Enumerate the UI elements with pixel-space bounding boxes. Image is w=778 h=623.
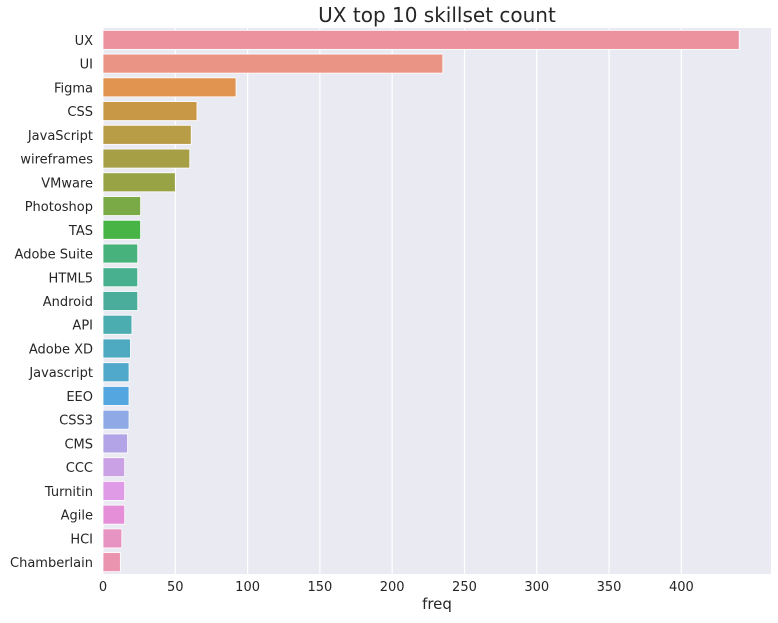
bars xyxy=(102,29,740,573)
chart-title: UX top 10 skillset count xyxy=(318,3,556,27)
bar-hci xyxy=(102,528,123,549)
bar-javascript xyxy=(102,124,192,145)
bar-eeo xyxy=(102,386,130,406)
y-tick-label: Agile xyxy=(61,509,93,524)
bar-adobe-xd xyxy=(102,338,131,359)
bar-ccc xyxy=(102,457,126,478)
y-tick-label: Figma xyxy=(54,81,93,96)
bar-css xyxy=(102,101,198,121)
x-tick-label: 300 xyxy=(524,580,549,595)
bar-ui xyxy=(102,53,444,74)
bar-adobe-suite xyxy=(102,243,139,264)
y-tick-label: EEO xyxy=(66,390,93,405)
bar-css3 xyxy=(102,409,130,430)
x-tick-label: 250 xyxy=(452,580,477,595)
bar-ux xyxy=(102,29,740,50)
bar-android xyxy=(102,291,139,311)
plot-background xyxy=(103,28,771,574)
y-tick-label: UI xyxy=(80,58,93,73)
y-tick-labels: UX UI Figma CSS JavaScript wireframes VMware Ph… xyxy=(10,34,93,571)
y-tick-label: HTML5 xyxy=(49,271,93,286)
x-tick-labels: 0 50 100 150 200 250 300 350 400 xyxy=(99,580,694,595)
y-tick-label: CSS3 xyxy=(59,414,93,429)
x-tick-label: 0 xyxy=(99,580,107,595)
y-tick-label: wireframes xyxy=(20,153,93,168)
x-tick-label: 350 xyxy=(597,580,622,595)
y-tick-label: CCC xyxy=(66,461,93,476)
y-tick-label: Adobe XD xyxy=(29,342,93,357)
bar-wireframes xyxy=(102,148,191,169)
bar-tas xyxy=(102,219,141,240)
bar-agile xyxy=(102,504,126,525)
bar-turnitin xyxy=(102,481,126,501)
y-tick-label: Photoshop xyxy=(25,200,93,215)
y-tick-label: JavaScript xyxy=(27,129,93,144)
bar-html5 xyxy=(102,267,139,288)
x-tick-label: 50 xyxy=(167,580,184,595)
bar-api xyxy=(102,314,133,335)
x-tick-label: 200 xyxy=(380,580,405,595)
x-tick-label: 100 xyxy=(235,580,260,595)
y-tick-label: Android xyxy=(43,295,93,310)
bar-photoshop xyxy=(102,196,141,216)
y-tick-label: CSS xyxy=(67,105,93,120)
y-tick-label: API xyxy=(72,319,93,334)
y-tick-label: Javascript xyxy=(28,366,93,381)
y-tick-label: Chamberlain xyxy=(10,556,93,571)
y-tick-label: CMS xyxy=(64,437,93,452)
bar-cms xyxy=(102,433,128,454)
x-axis-label: freq xyxy=(422,595,452,613)
bar-figma xyxy=(102,77,237,98)
bar-vmware xyxy=(102,172,176,193)
x-tick-label: 150 xyxy=(307,580,332,595)
y-tick-label: Turnitin xyxy=(44,485,93,500)
bar-javascript xyxy=(102,362,130,383)
bar-chamberlain xyxy=(102,552,121,573)
y-tick-label: VMware xyxy=(41,176,93,191)
y-tick-label: TAS xyxy=(68,224,93,239)
y-tick-label: UX xyxy=(75,34,94,49)
y-tick-label: HCI xyxy=(70,532,93,547)
y-tick-label: Adobe Suite xyxy=(15,248,93,263)
x-tick-label: 400 xyxy=(669,580,694,595)
